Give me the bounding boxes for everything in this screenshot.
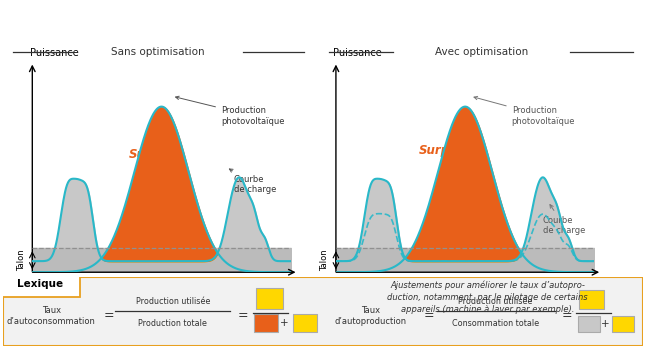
Polygon shape <box>269 292 282 310</box>
Polygon shape <box>41 292 54 310</box>
Polygon shape <box>273 292 285 309</box>
Polygon shape <box>577 292 589 309</box>
Text: Puissance: Puissance <box>30 48 78 58</box>
Text: Production totale: Production totale <box>138 319 207 328</box>
Text: +: + <box>601 319 610 329</box>
Text: Sans optimisation: Sans optimisation <box>112 47 205 57</box>
Polygon shape <box>520 293 529 300</box>
Bar <box>254 314 278 332</box>
Polygon shape <box>46 292 57 309</box>
Text: =: = <box>562 309 572 322</box>
Text: Courbe
de charge: Courbe de charge <box>229 169 276 194</box>
Text: Production utilisée: Production utilisée <box>459 297 533 306</box>
Bar <box>579 290 605 309</box>
Text: Talon: Talon <box>320 250 329 271</box>
Text: Courbe
de charge: Courbe de charge <box>543 205 585 235</box>
Text: Production
photovoltaïque: Production photovoltaïque <box>474 96 575 126</box>
Text: +: + <box>280 318 289 328</box>
Text: Taux
d’autoproduction: Taux d’autoproduction <box>335 305 407 326</box>
Polygon shape <box>514 300 536 304</box>
Polygon shape <box>390 300 412 304</box>
Polygon shape <box>396 293 405 300</box>
Polygon shape <box>92 293 101 300</box>
Text: Consommation totale: Consommation totale <box>452 319 539 328</box>
Polygon shape <box>459 291 471 300</box>
Bar <box>612 315 634 332</box>
Polygon shape <box>86 300 108 304</box>
Text: Lexique: Lexique <box>17 279 63 289</box>
Text: Puissance: Puissance <box>333 48 382 58</box>
Text: Avec optimisation: Avec optimisation <box>435 47 528 57</box>
Polygon shape <box>345 292 358 310</box>
Bar <box>256 288 283 309</box>
Bar <box>293 314 317 332</box>
Text: =: = <box>423 309 434 322</box>
Text: Production utilisée: Production utilisée <box>136 297 210 306</box>
Text: Talon: Talon <box>17 250 26 271</box>
Polygon shape <box>216 293 225 300</box>
Text: Taux
d’autoconsommation: Taux d’autoconsommation <box>6 305 96 326</box>
Text: Surplus: Surplus <box>419 144 470 157</box>
Polygon shape <box>210 300 232 304</box>
Text: Production
photovoltaïque: Production photovoltaïque <box>176 96 284 126</box>
Bar <box>578 315 600 332</box>
Polygon shape <box>349 292 361 309</box>
Text: Ajustements pour améliorer le taux d’autopro-
duction, notamment  par le pilotag: Ajustements pour améliorer le taux d’aut… <box>388 281 588 314</box>
FancyBboxPatch shape <box>0 273 80 297</box>
Polygon shape <box>156 291 167 300</box>
Polygon shape <box>572 292 585 310</box>
Text: =: = <box>238 309 248 322</box>
Text: Surplus: Surplus <box>129 148 179 161</box>
Text: =: = <box>103 309 114 322</box>
